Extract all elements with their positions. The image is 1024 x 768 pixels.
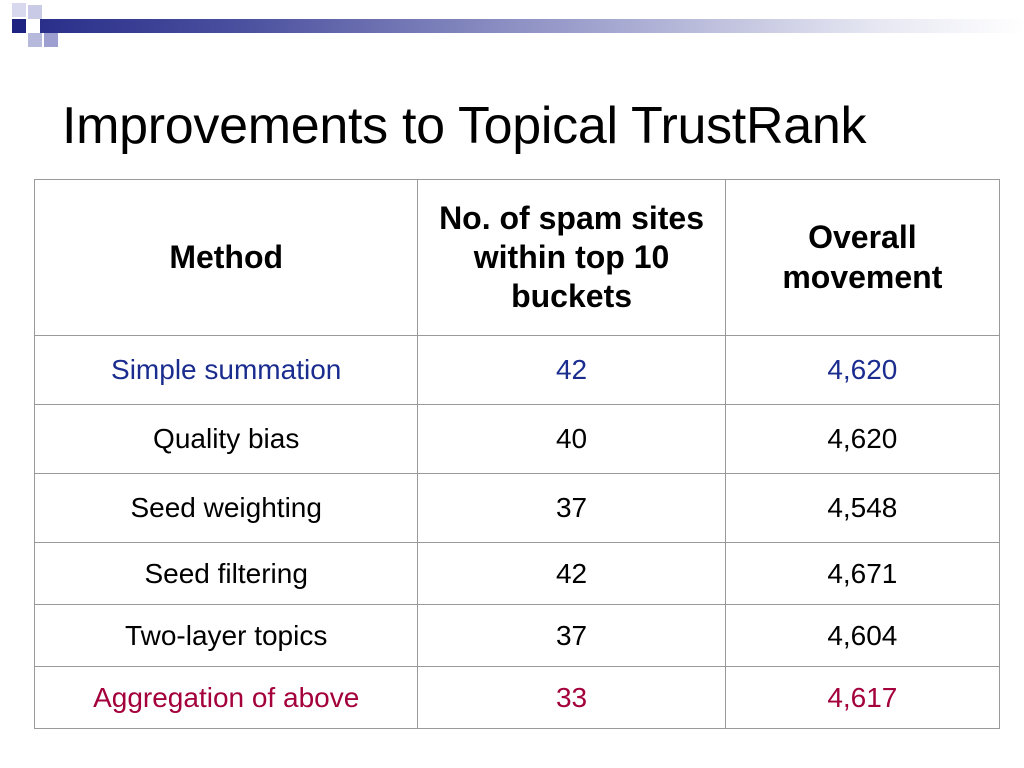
table-header-row: Method No. of spam sites within top 10 b… xyxy=(33,179,1001,336)
table-row: Aggregation of above 33 4,617 xyxy=(33,666,1001,729)
cell-overall-movement: 4,620 xyxy=(724,404,1001,474)
cell-overall-movement: 4,671 xyxy=(724,542,1001,605)
header-method: Method xyxy=(33,179,419,336)
cell-spam-sites: 40 xyxy=(417,404,726,474)
table-row: Quality bias 40 4,620 xyxy=(33,404,1001,474)
cell-method: Seed filtering xyxy=(33,542,419,605)
header-spam-sites: No. of spam sites within top 10 buckets xyxy=(417,179,726,336)
cell-method: Seed weighting xyxy=(33,473,419,543)
cell-spam-sites: 42 xyxy=(417,335,726,405)
cell-overall-movement: 4,548 xyxy=(724,473,1001,543)
slide-title: Improvements to Topical TrustRank xyxy=(62,97,867,155)
cell-spam-sites: 42 xyxy=(417,542,726,605)
cell-method: Aggregation of above xyxy=(33,666,419,729)
cell-overall-movement: 4,617 xyxy=(724,666,1001,729)
cell-spam-sites: 37 xyxy=(417,604,726,667)
table-row: Seed weighting 37 4,548 xyxy=(33,473,1001,543)
cell-method: Simple summation xyxy=(33,335,419,405)
decorative-square xyxy=(28,5,42,19)
table-row: Two-layer topics 37 4,604 xyxy=(33,604,1001,667)
cell-overall-movement: 4,604 xyxy=(724,604,1001,667)
table-row: Simple summation 42 4,620 xyxy=(33,335,1001,405)
cell-overall-movement: 4,620 xyxy=(724,335,1001,405)
results-table: Method No. of spam sites within top 10 b… xyxy=(33,179,1001,729)
decorative-square xyxy=(28,33,42,47)
decorative-square xyxy=(44,33,58,47)
cell-method: Quality bias xyxy=(33,404,419,474)
table-row: Seed filtering 42 4,671 xyxy=(33,542,1001,605)
cell-spam-sites: 33 xyxy=(417,666,726,729)
header-overall-movement: Overall movement xyxy=(724,179,1001,336)
decorative-square xyxy=(12,19,26,33)
cell-spam-sites: 37 xyxy=(417,473,726,543)
decorative-square xyxy=(12,3,26,17)
cell-method: Two-layer topics xyxy=(33,604,419,667)
header-gradient-bar xyxy=(40,19,1024,33)
